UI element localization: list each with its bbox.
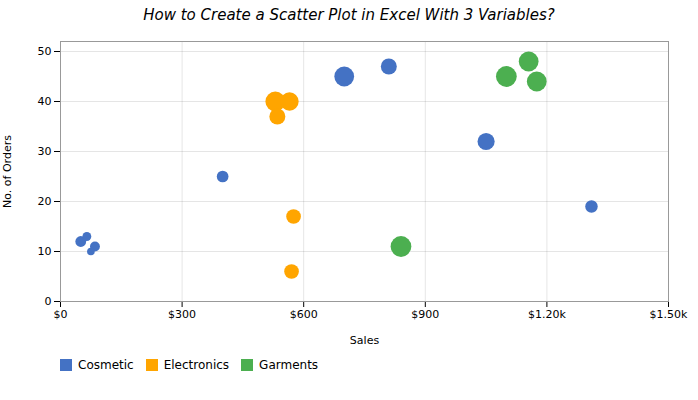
svg-text:$1.50k: $1.50k xyxy=(650,308,688,321)
html-text:Cosmetic: Cosmetic xyxy=(78,357,134,372)
html-text:Electronics: Electronics xyxy=(163,357,230,372)
svg-text:20: 20 xyxy=(38,195,52,208)
svg-text:$600: $600 xyxy=(290,308,318,321)
svg-text:Sales: Sales xyxy=(350,334,380,347)
svg-text:$900: $900 xyxy=(411,308,439,321)
svg-text:$1.20k: $1.20k xyxy=(528,308,566,321)
html-text:How to Create a Scatter Plot i: How to Create a Scatter Plot in Excel Wi… xyxy=(143,6,555,24)
svg-text:$300: $300 xyxy=(168,308,196,321)
svg-text:30: 30 xyxy=(38,145,52,158)
svg-text:$0: $0 xyxy=(54,308,68,321)
svg-text:40: 40 xyxy=(38,95,52,108)
svg-text:10: 10 xyxy=(38,245,52,258)
svg-text:50: 50 xyxy=(38,45,52,58)
html-text:Garments: Garments xyxy=(259,357,319,372)
svg-text:0: 0 xyxy=(45,295,52,308)
svg-text:No. of Orders: No. of Orders xyxy=(1,135,14,208)
